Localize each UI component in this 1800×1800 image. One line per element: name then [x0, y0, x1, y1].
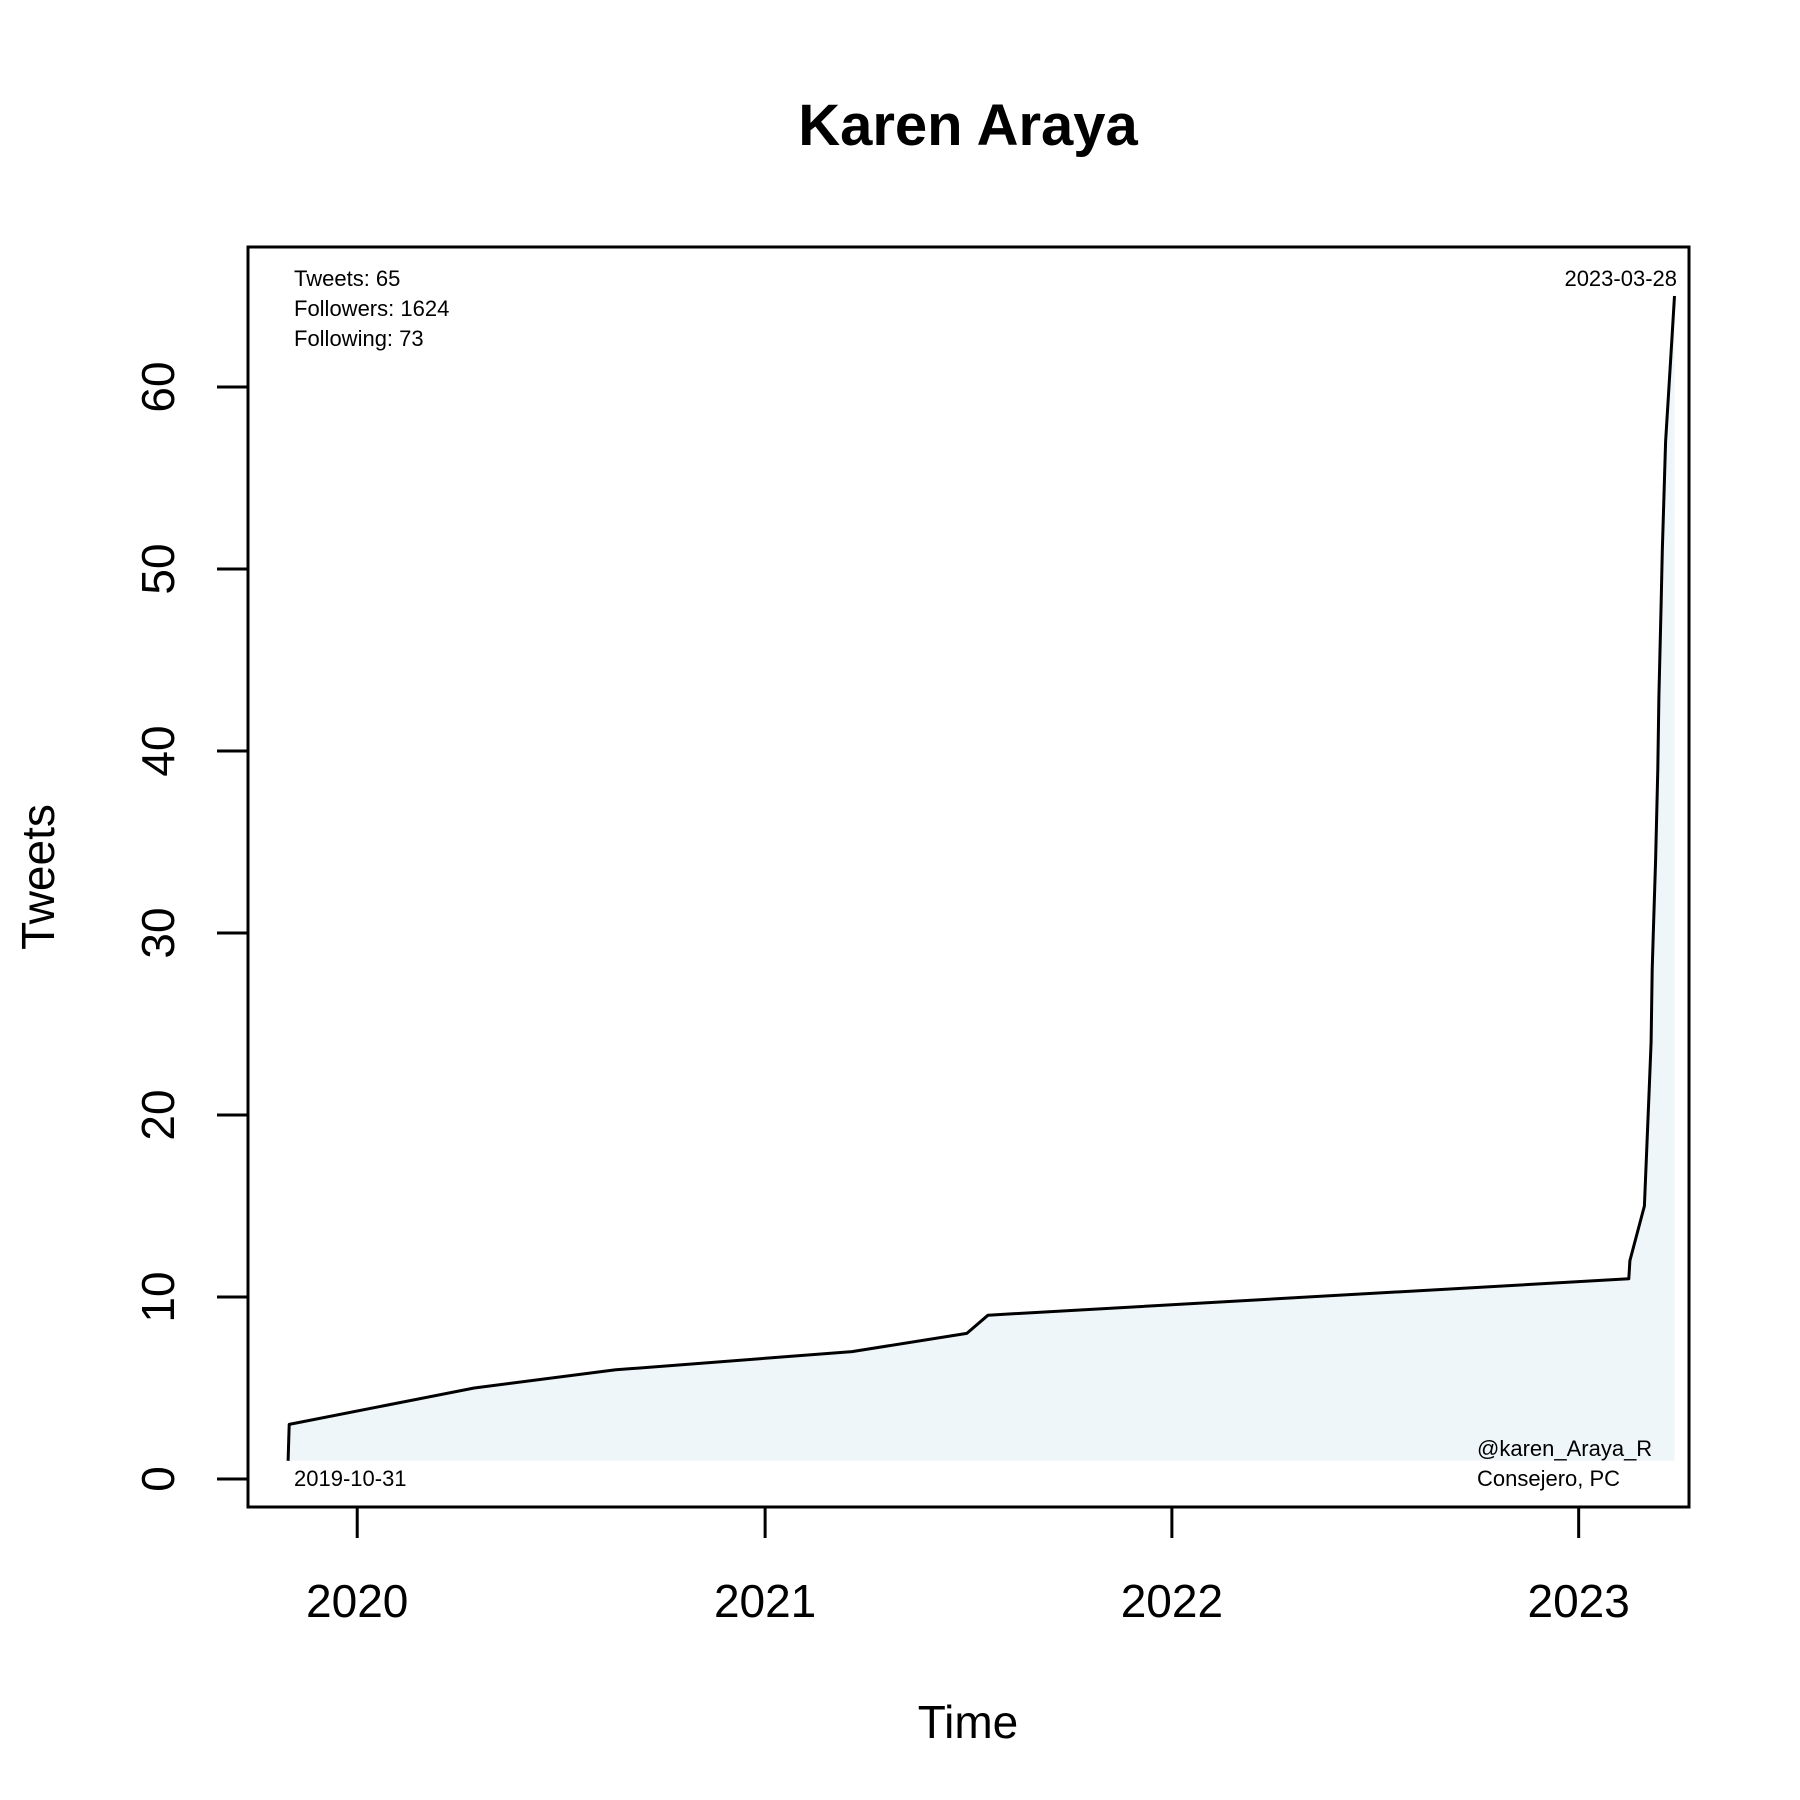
series-line: [286, 295, 1676, 1461]
tweets-count: Tweets: 65: [294, 266, 400, 291]
end-date-label: 2023-03-28: [1564, 266, 1677, 291]
x-tick-label-2022: 2022: [1121, 1575, 1223, 1627]
chart-title: Karen Araya: [798, 93, 1138, 158]
y-axis: 0 10 20 30 40 50 60: [132, 361, 248, 1492]
following-count: Following: 73: [294, 326, 424, 351]
y-tick-label-20: 20: [132, 1089, 184, 1140]
x-tick-label-2021: 2021: [714, 1575, 816, 1627]
y-tick-label-50: 50: [132, 543, 184, 594]
followers-count: Followers: 1624: [294, 296, 449, 321]
y-tick-label-0: 0: [132, 1466, 184, 1492]
x-axis-label: Time: [918, 1696, 1019, 1748]
y-axis-label: Tweets: [12, 804, 64, 950]
account-handle: @karen_Araya_R: [1477, 1436, 1652, 1461]
plot-area: [246, 245, 1691, 1509]
y-tick-label-40: 40: [132, 725, 184, 776]
y-tick-label-60: 60: [132, 361, 184, 412]
x-axis: 2020 2021 2022 2023: [306, 1505, 1630, 1627]
area-fill: [288, 296, 1675, 1461]
start-date-label: 2019-10-31: [294, 1466, 407, 1491]
account-role: Consejero, PC: [1477, 1466, 1620, 1491]
x-tick-label-2023: 2023: [1527, 1575, 1629, 1627]
y-tick-label-30: 30: [132, 907, 184, 958]
x-tick-label-2020: 2020: [306, 1575, 408, 1627]
y-tick-label-10: 10: [132, 1271, 184, 1322]
